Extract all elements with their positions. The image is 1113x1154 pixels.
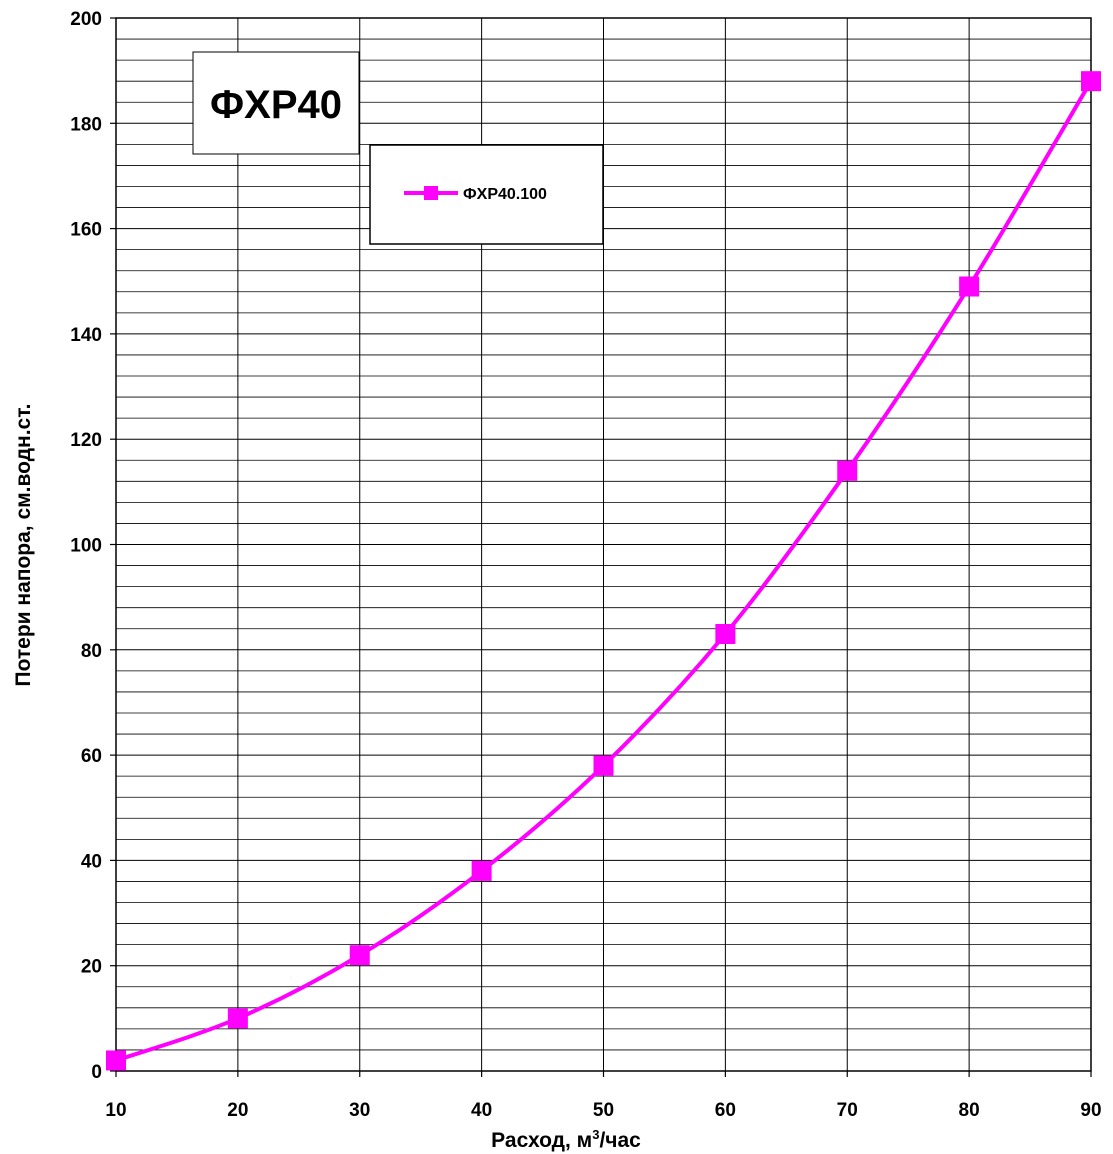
data-point-marker xyxy=(837,460,858,481)
x-axis-ticks: 10 20 30 40 50 60 70 80 90 xyxy=(105,1071,1102,1121)
legend-label: ФХР40.100 xyxy=(463,186,547,203)
y-tick-label: 140 xyxy=(70,325,102,346)
y-tick-label: 160 xyxy=(70,220,102,241)
data-point-marker xyxy=(715,624,736,645)
legend-swatch-marker xyxy=(424,186,438,200)
y-tick-label: 0 xyxy=(91,1062,102,1083)
x-axis-title-tail: /час xyxy=(599,1129,641,1152)
title-box: ФХР40 xyxy=(192,51,360,155)
y-tick-label: 180 xyxy=(70,114,102,135)
y-tick-label: 40 xyxy=(81,851,102,872)
x-tick-label: 80 xyxy=(959,1100,980,1121)
x-axis-title: Расход, м3/час xyxy=(491,1127,641,1152)
chart-title: ФХР40 xyxy=(210,83,342,127)
data-point-marker xyxy=(593,755,614,776)
data-point-marker xyxy=(471,860,492,881)
y-axis-ticks: 0 20 40 60 80 100 120 140 160 180 200 xyxy=(70,9,116,1083)
data-point-marker xyxy=(959,276,980,297)
series-line xyxy=(115,80,1093,1063)
data-point-marker xyxy=(106,1050,126,1071)
y-axis-title: Потери напора, см.водн.ст. xyxy=(12,403,35,686)
x-axis-title-main: Расход, м xyxy=(491,1129,592,1152)
x-tick-label: 90 xyxy=(1080,1100,1101,1121)
x-tick-label: 60 xyxy=(715,1100,736,1121)
data-point-marker xyxy=(227,1008,248,1029)
data-point-marker xyxy=(349,945,370,966)
y-tick-label: 100 xyxy=(70,536,102,557)
x-tick-label: 10 xyxy=(105,1100,126,1121)
x-axis-title-sup: 3 xyxy=(592,1127,599,1142)
x-tick-label: 50 xyxy=(593,1100,614,1121)
y-tick-label: 120 xyxy=(70,430,102,451)
x-tick-label: 70 xyxy=(837,1100,858,1121)
y-tick-label: 200 xyxy=(70,9,102,30)
y-tick-label: 20 xyxy=(81,957,102,978)
data-point-marker xyxy=(1081,71,1101,92)
series-markers xyxy=(106,71,1101,1071)
x-tick-label: 20 xyxy=(227,1100,248,1121)
y-tick-label: 60 xyxy=(81,746,102,767)
x-tick-label: 40 xyxy=(471,1100,492,1121)
y-tick-label: 80 xyxy=(81,641,102,662)
x-tick-label: 30 xyxy=(349,1100,370,1121)
legend: ФХР40.100 xyxy=(369,144,604,245)
